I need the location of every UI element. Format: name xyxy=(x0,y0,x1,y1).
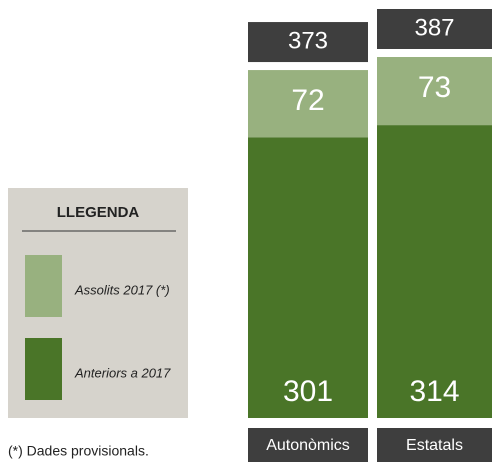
bar-segment xyxy=(377,125,492,418)
legend-swatch xyxy=(25,338,62,400)
value-label: 301 xyxy=(283,375,333,408)
category-box xyxy=(248,428,368,462)
legend-title: LLEGENDA xyxy=(57,204,140,221)
legend-label: Anteriors a 2017 xyxy=(74,365,171,380)
legend-label: Assolits 2017 (*) xyxy=(74,282,170,297)
total-box xyxy=(248,22,368,63)
x-tick-label: Autonòmics xyxy=(266,437,350,454)
legend-swatch xyxy=(25,255,62,317)
bar-segment xyxy=(248,137,368,418)
value-label: 314 xyxy=(409,375,459,408)
footnote: (*) Dades provisionals. xyxy=(8,443,149,459)
total-label: 387 xyxy=(414,14,454,41)
bar-segment xyxy=(248,70,368,138)
value-label: 73 xyxy=(418,71,451,104)
value-label: 72 xyxy=(291,84,324,117)
total-box xyxy=(377,9,492,49)
total-label: 373 xyxy=(288,27,328,54)
category-box xyxy=(377,428,492,462)
bar-segment xyxy=(377,57,492,126)
x-tick-label: Estatals xyxy=(406,437,463,454)
